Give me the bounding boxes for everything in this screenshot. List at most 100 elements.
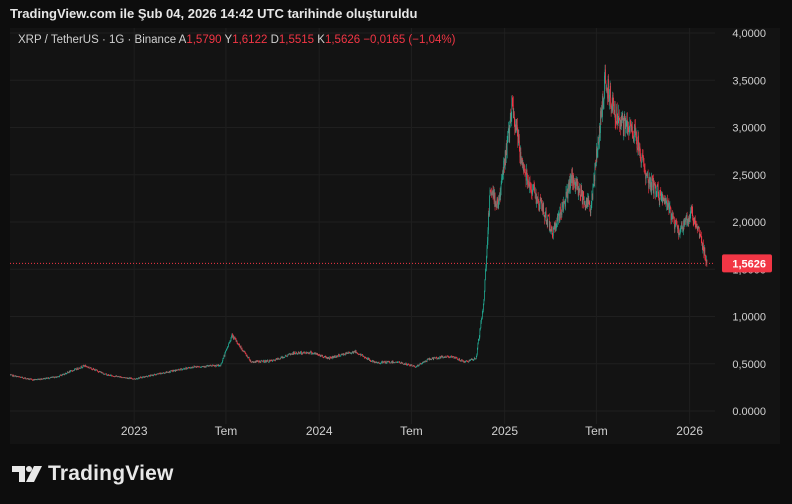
candle-body xyxy=(706,259,708,264)
candle-body xyxy=(305,353,307,354)
candle-body xyxy=(471,359,473,360)
candle-body xyxy=(531,193,533,195)
candle-body xyxy=(416,366,417,368)
candle-body xyxy=(314,352,315,355)
candle-body xyxy=(591,204,592,210)
candle-body xyxy=(364,357,366,359)
candle-body xyxy=(680,229,681,232)
candle-body xyxy=(335,357,336,358)
candle-body xyxy=(426,361,427,363)
candle-body xyxy=(560,206,561,215)
candle-body xyxy=(485,267,487,271)
candle-body xyxy=(418,364,420,366)
candle-body xyxy=(489,190,491,196)
candle-body xyxy=(443,356,445,358)
candle-body xyxy=(454,357,456,359)
candle-body xyxy=(363,356,365,357)
candle-body xyxy=(502,171,503,176)
candle-body xyxy=(168,371,170,373)
candle-body xyxy=(295,352,297,354)
candle-body xyxy=(123,377,125,379)
candle-body xyxy=(679,231,681,236)
top-bar: TradingView.com ile Şub 04, 2026 14:42 U… xyxy=(0,0,792,28)
candle-body xyxy=(251,361,253,363)
candle-body xyxy=(550,230,552,232)
candle-body xyxy=(110,374,112,376)
candle-body xyxy=(206,365,207,367)
candle-body xyxy=(599,126,600,143)
candle-body xyxy=(539,204,540,211)
candle-body xyxy=(661,193,663,197)
candle-body xyxy=(273,359,274,361)
candle-body xyxy=(149,375,151,377)
candle-body xyxy=(687,222,688,223)
candle-body xyxy=(686,215,688,223)
candle-body xyxy=(116,375,117,377)
candle-body xyxy=(570,179,571,188)
candle-body xyxy=(269,359,270,362)
candle-body xyxy=(393,362,395,364)
candle-body xyxy=(321,355,323,357)
candle-body xyxy=(340,354,342,356)
candle-body xyxy=(308,353,309,354)
candle-body xyxy=(22,376,23,378)
candle-body xyxy=(124,377,125,379)
candle-body xyxy=(16,376,17,378)
candle-body xyxy=(618,112,620,120)
candle-body xyxy=(119,376,121,378)
candle-body xyxy=(110,375,111,376)
candle-body xyxy=(226,349,227,351)
candle-body xyxy=(42,378,43,380)
candle-body xyxy=(484,280,486,292)
candle-body xyxy=(451,355,452,357)
candle-body xyxy=(703,248,705,255)
candle-body xyxy=(70,370,71,373)
candle-body xyxy=(235,338,237,342)
candle-body xyxy=(621,118,623,120)
candle-body xyxy=(337,355,339,357)
candle-body xyxy=(56,376,58,378)
candle-body xyxy=(210,365,212,367)
candle-body xyxy=(454,357,455,359)
candle-body xyxy=(698,227,700,229)
candle-body xyxy=(52,376,54,378)
candle-body xyxy=(129,377,130,379)
candle-body xyxy=(253,361,255,363)
candle-body xyxy=(408,363,409,365)
candle-body xyxy=(634,124,635,137)
candle-body xyxy=(245,353,247,357)
x-tick-label: 2025 xyxy=(491,424,518,438)
candle-body xyxy=(155,374,157,376)
candle-body xyxy=(646,174,648,176)
candle-body xyxy=(354,351,356,353)
candle-body xyxy=(324,356,326,357)
candle-body xyxy=(216,364,218,366)
candle-body xyxy=(559,213,560,221)
candle-body xyxy=(414,366,416,368)
candle-body xyxy=(172,370,174,372)
candle-body xyxy=(482,310,484,314)
candle-body xyxy=(167,372,169,373)
candle-body xyxy=(316,353,317,355)
candle-body xyxy=(368,358,370,360)
candle-body xyxy=(599,126,601,134)
price-chart[interactable]: 4,00003,50003,00002,50002,00001,50001,00… xyxy=(10,28,780,444)
candle-body xyxy=(172,370,173,372)
candle-body xyxy=(78,368,79,370)
candle-body xyxy=(636,131,637,141)
candle-body xyxy=(663,198,665,199)
candle-body xyxy=(136,378,138,380)
open-key: A xyxy=(178,34,187,46)
candle-body xyxy=(122,377,124,379)
candle-body xyxy=(409,364,411,366)
candle-body xyxy=(309,351,311,354)
candle-body xyxy=(20,377,21,378)
chart-panel[interactable] xyxy=(10,28,780,444)
candle-body xyxy=(72,371,73,372)
candle-body xyxy=(153,375,154,376)
candle-body xyxy=(428,358,429,360)
candle-body xyxy=(310,351,311,353)
candle-body xyxy=(415,367,416,368)
candle-body xyxy=(521,162,522,164)
candle-body xyxy=(654,183,655,186)
